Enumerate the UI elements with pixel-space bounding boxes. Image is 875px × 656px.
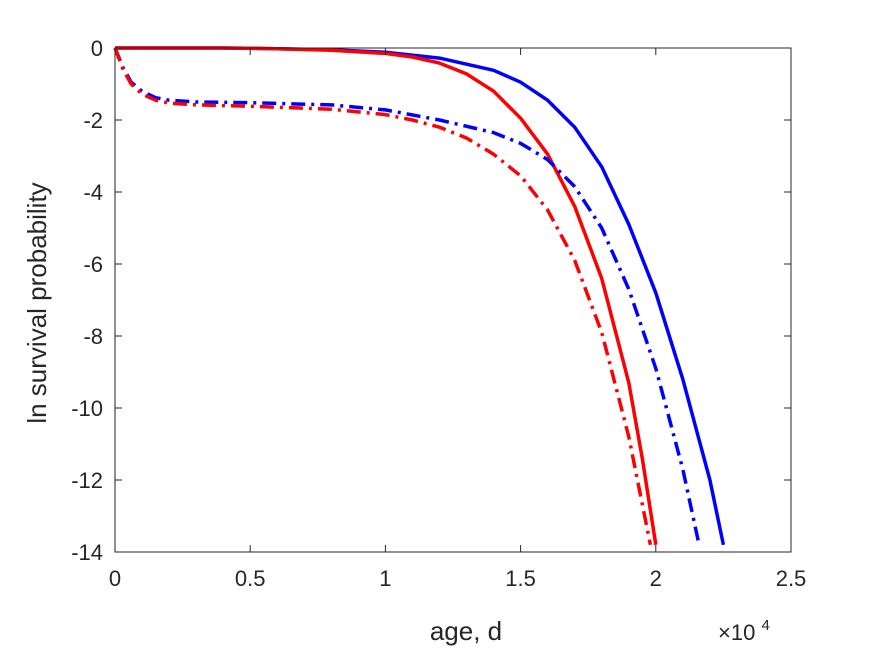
- y-tick-label: 0: [91, 36, 103, 61]
- x-tick-label: 0: [109, 566, 121, 591]
- y-tick-label: -4: [83, 180, 103, 205]
- x-tick-label: 1: [379, 566, 391, 591]
- y-tick-label: -6: [83, 252, 103, 277]
- y-tick-label: -14: [71, 540, 103, 565]
- y-tick-label: -10: [71, 396, 103, 421]
- series-line-3: [113, 47, 701, 546]
- plot-area-box: [114, 47, 792, 553]
- x-tick-label: 2.5: [776, 566, 807, 591]
- x-axis-label: age, d: [430, 616, 502, 646]
- y-tick-label: -8: [83, 324, 103, 349]
- x-tick-label: 2: [650, 566, 662, 591]
- y-axis-label: ln survival probability: [22, 182, 52, 423]
- x-tick-label: 0.5: [235, 566, 266, 591]
- y-axis-ticks: 0 -2 -4 -6 -8 -10 -12 -14: [71, 36, 791, 565]
- x-tick-label: 1.5: [505, 566, 536, 591]
- x-axis-ticks: 0 0.5 1 1.5 2 2.5: [109, 48, 806, 591]
- x-axis-exponent-base: ×10: [718, 620, 755, 645]
- y-tick-label: -12: [71, 468, 103, 493]
- x-axis-exponent-power: 4: [761, 617, 769, 634]
- y-tick-label: -2: [83, 108, 103, 133]
- x-axis-exponent: ×10 4: [718, 617, 770, 645]
